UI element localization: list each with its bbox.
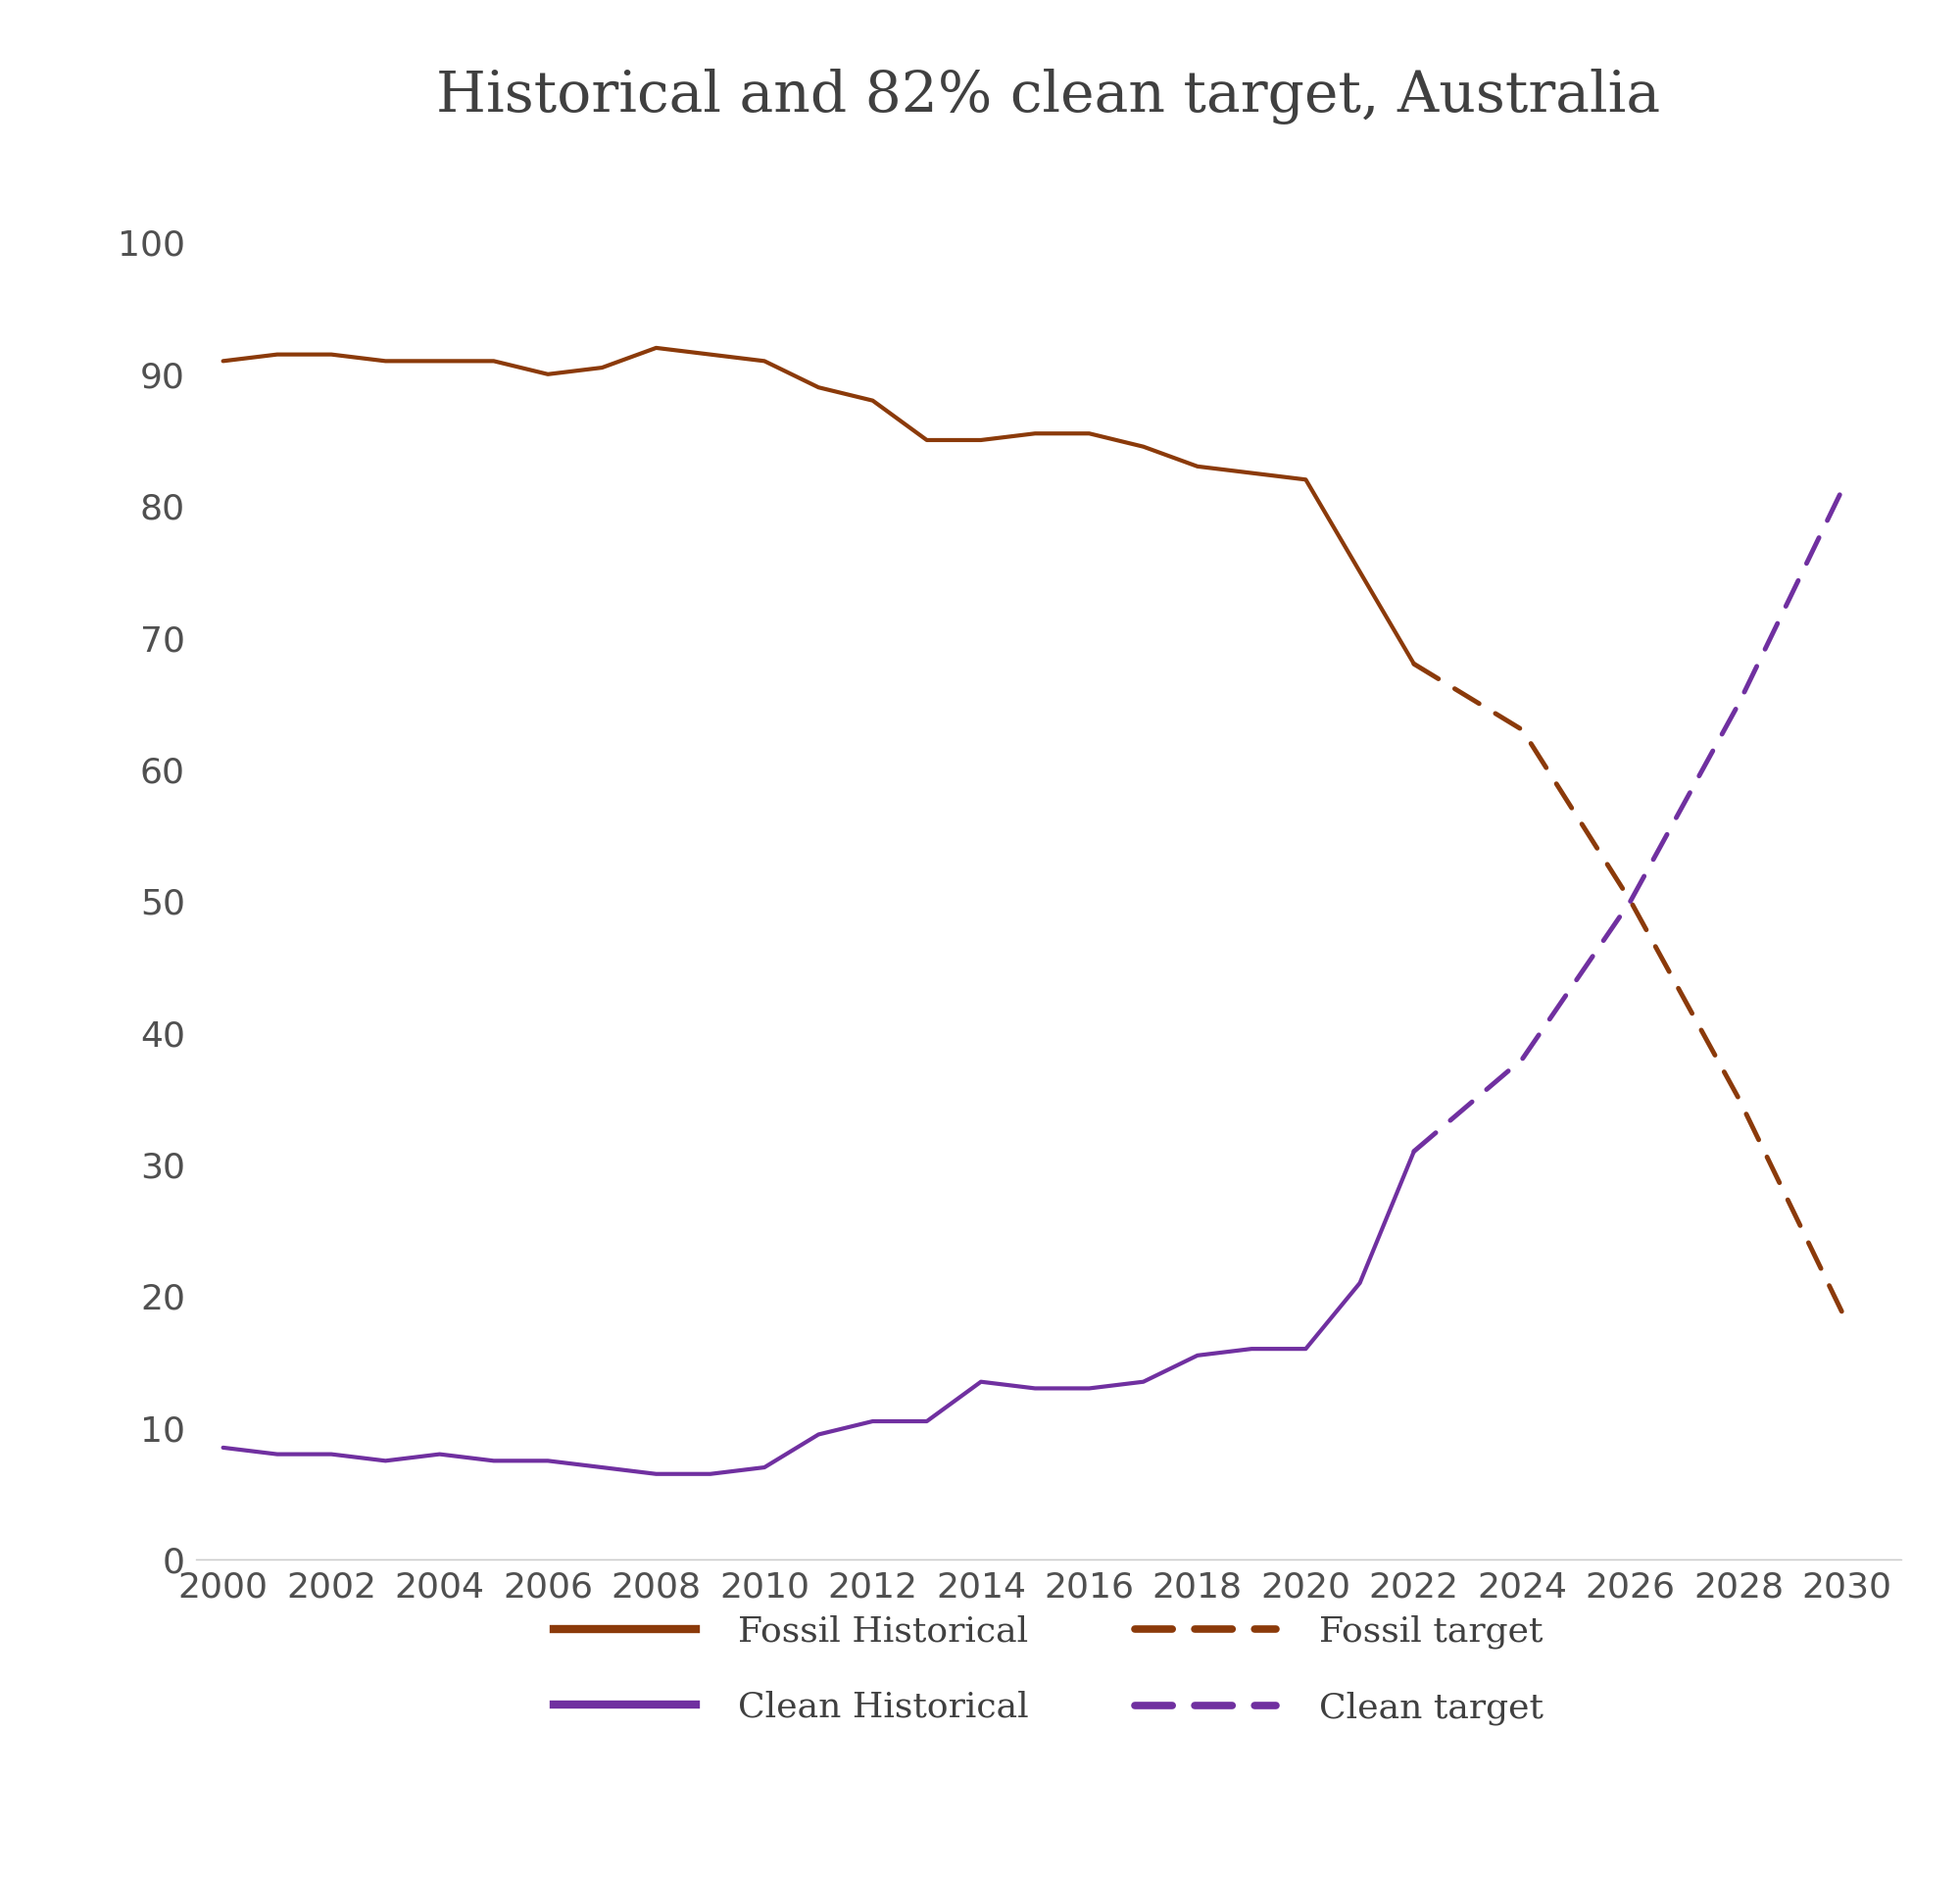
Title: Historical and 82% clean target, Australia: Historical and 82% clean target, Austral… <box>437 70 1660 124</box>
Legend: Fossil Historical, Clean Historical, Fossil target, Clean target: Fossil Historical, Clean Historical, Fos… <box>539 1601 1558 1740</box>
